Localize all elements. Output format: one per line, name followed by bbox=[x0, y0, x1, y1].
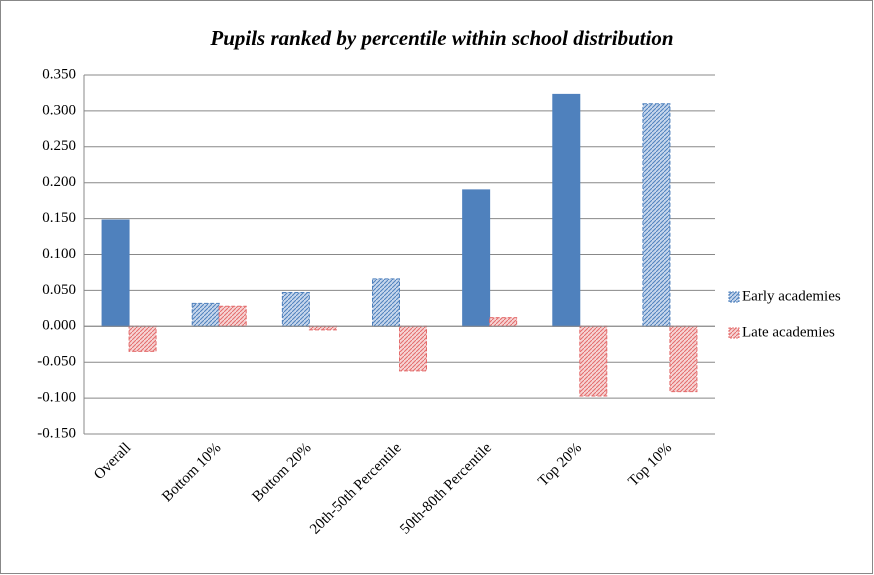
y-tick-label: -0.100 bbox=[37, 390, 76, 406]
chart-title: Pupils ranked by percentile within schoo… bbox=[209, 26, 673, 50]
bar bbox=[218, 305, 247, 327]
bar bbox=[642, 103, 671, 327]
y-tick-label: 0.300 bbox=[42, 102, 76, 118]
legend-swatch bbox=[728, 327, 740, 339]
y-tick-label: -0.150 bbox=[37, 425, 76, 441]
y-tick-label: 0.000 bbox=[42, 318, 76, 334]
y-tick-label: -0.050 bbox=[37, 354, 76, 370]
y-tick-label: 0.350 bbox=[42, 66, 76, 82]
y-tick-label: 0.100 bbox=[42, 246, 76, 262]
bar bbox=[308, 325, 337, 331]
bar bbox=[372, 278, 400, 327]
y-tick-label: 0.150 bbox=[42, 210, 76, 226]
legend-label: Early academies bbox=[742, 288, 841, 304]
y-tick-label: 0.250 bbox=[42, 138, 76, 154]
bar bbox=[281, 292, 310, 327]
legend-swatch bbox=[728, 291, 740, 303]
bar bbox=[489, 317, 518, 327]
bar bbox=[399, 325, 427, 372]
bar bbox=[462, 189, 491, 327]
bar bbox=[128, 325, 157, 352]
bar bbox=[101, 219, 130, 327]
legend-label: Late academies bbox=[742, 324, 835, 340]
bar bbox=[191, 302, 220, 327]
bar bbox=[552, 93, 581, 327]
y-tick-label: 0.050 bbox=[42, 282, 76, 298]
bar bbox=[669, 325, 698, 393]
y-tick-label: 0.200 bbox=[42, 174, 76, 190]
bar bbox=[579, 325, 608, 397]
